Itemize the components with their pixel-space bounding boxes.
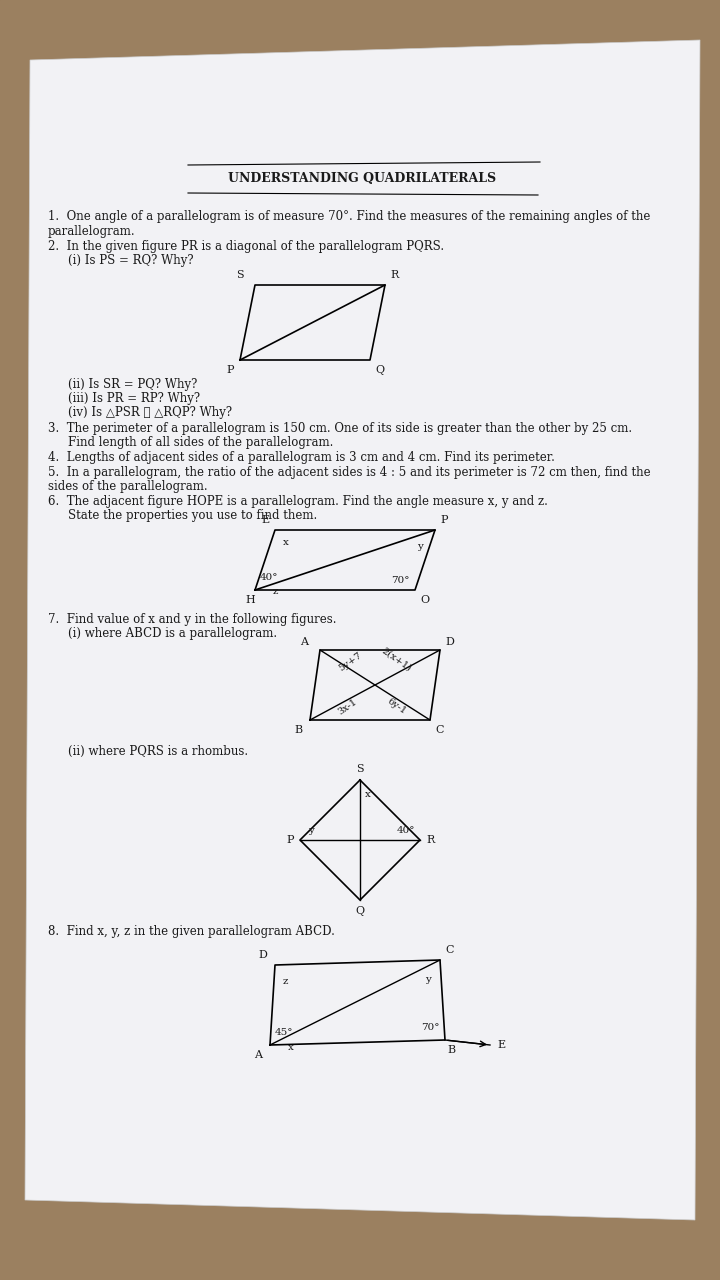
Text: y: y	[425, 975, 431, 984]
Text: (ii) where PQRS is a rhombus.: (ii) where PQRS is a rhombus.	[68, 745, 248, 758]
Text: S: S	[236, 270, 244, 280]
Text: x: x	[288, 1043, 294, 1052]
Text: B: B	[447, 1044, 455, 1055]
Text: y: y	[417, 541, 423, 550]
Text: P: P	[287, 835, 294, 845]
Text: 70°: 70°	[392, 576, 410, 585]
Text: E: E	[262, 515, 270, 525]
Polygon shape	[25, 40, 700, 1220]
Text: 2(x+1): 2(x+1)	[380, 646, 413, 673]
Text: O: O	[420, 595, 429, 605]
Text: A: A	[254, 1050, 262, 1060]
Text: x: x	[283, 538, 289, 547]
Text: 4.  Lengths of adjacent sides of a parallelogram is 3 cm and 4 cm. Find its peri: 4. Lengths of adjacent sides of a parall…	[48, 451, 555, 463]
Text: P: P	[226, 365, 234, 375]
Text: Find length of all sides of the parallelogram.: Find length of all sides of the parallel…	[68, 436, 333, 449]
Text: 3.  The perimeter of a parallelogram is 150 cm. One of its side is greater than : 3. The perimeter of a parallelogram is 1…	[48, 422, 632, 435]
Text: UNDERSTANDING QUADRILATERALS: UNDERSTANDING QUADRILATERALS	[228, 172, 496, 184]
Text: D: D	[258, 950, 267, 960]
Text: D: D	[445, 637, 454, 646]
Text: 2.  In the given figure PR is a diagonal of the parallelogram PQRS.: 2. In the given figure PR is a diagonal …	[48, 241, 444, 253]
Text: y: y	[308, 826, 314, 835]
Text: (i) Is PS = RQ? Why?: (i) Is PS = RQ? Why?	[68, 253, 194, 268]
Text: 1.  One angle of a parallelogram is of measure 70°. Find the measures of the rem: 1. One angle of a parallelogram is of me…	[48, 210, 650, 223]
Text: Q: Q	[375, 365, 384, 375]
Text: z: z	[283, 977, 289, 986]
Text: H: H	[245, 595, 255, 605]
Text: 5y+7: 5y+7	[337, 650, 364, 673]
Text: (iv) Is △PSR ≅ △RQP? Why?: (iv) Is △PSR ≅ △RQP? Why?	[68, 406, 232, 419]
Text: x: x	[365, 790, 371, 799]
Text: P: P	[440, 515, 448, 525]
Text: 5.  In a parallelogram, the ratio of the adjacent sides is 4 : 5 and its perimet: 5. In a parallelogram, the ratio of the …	[48, 466, 651, 479]
Text: B: B	[294, 724, 302, 735]
Text: z: z	[273, 588, 279, 596]
Text: 3x-1: 3x-1	[336, 698, 359, 717]
Text: 40°: 40°	[260, 573, 279, 582]
Text: (i) where ABCD is a parallelogram.: (i) where ABCD is a parallelogram.	[68, 627, 277, 640]
Text: (iii) Is PR = RP? Why?: (iii) Is PR = RP? Why?	[68, 392, 200, 404]
Text: R: R	[426, 835, 434, 845]
Text: 6y-1: 6y-1	[386, 698, 408, 717]
Text: C: C	[435, 724, 444, 735]
Text: Q: Q	[356, 906, 364, 916]
Text: A: A	[300, 637, 308, 646]
Text: C: C	[445, 945, 454, 955]
Text: 8.  Find x, y, z in the given parallelogram ABCD.: 8. Find x, y, z in the given parallelogr…	[48, 925, 335, 938]
Text: State the properties you use to find them.: State the properties you use to find the…	[68, 509, 318, 522]
Text: parallelogram.: parallelogram.	[48, 225, 135, 238]
Text: E: E	[497, 1039, 505, 1050]
Text: R: R	[390, 270, 398, 280]
Text: sides of the parallelogram.: sides of the parallelogram.	[48, 480, 207, 493]
Text: 7.  Find value of x and y in the following figures.: 7. Find value of x and y in the followin…	[48, 613, 336, 626]
Text: (ii) Is SR = PQ? Why?: (ii) Is SR = PQ? Why?	[68, 378, 197, 390]
Text: 45°: 45°	[275, 1028, 294, 1037]
Text: 6.  The adjacent figure HOPE is a parallelogram. Find the angle measure x, y and: 6. The adjacent figure HOPE is a paralle…	[48, 495, 548, 508]
Text: S: S	[356, 764, 364, 774]
Text: 70°: 70°	[421, 1023, 440, 1032]
Text: 40°: 40°	[397, 826, 415, 835]
